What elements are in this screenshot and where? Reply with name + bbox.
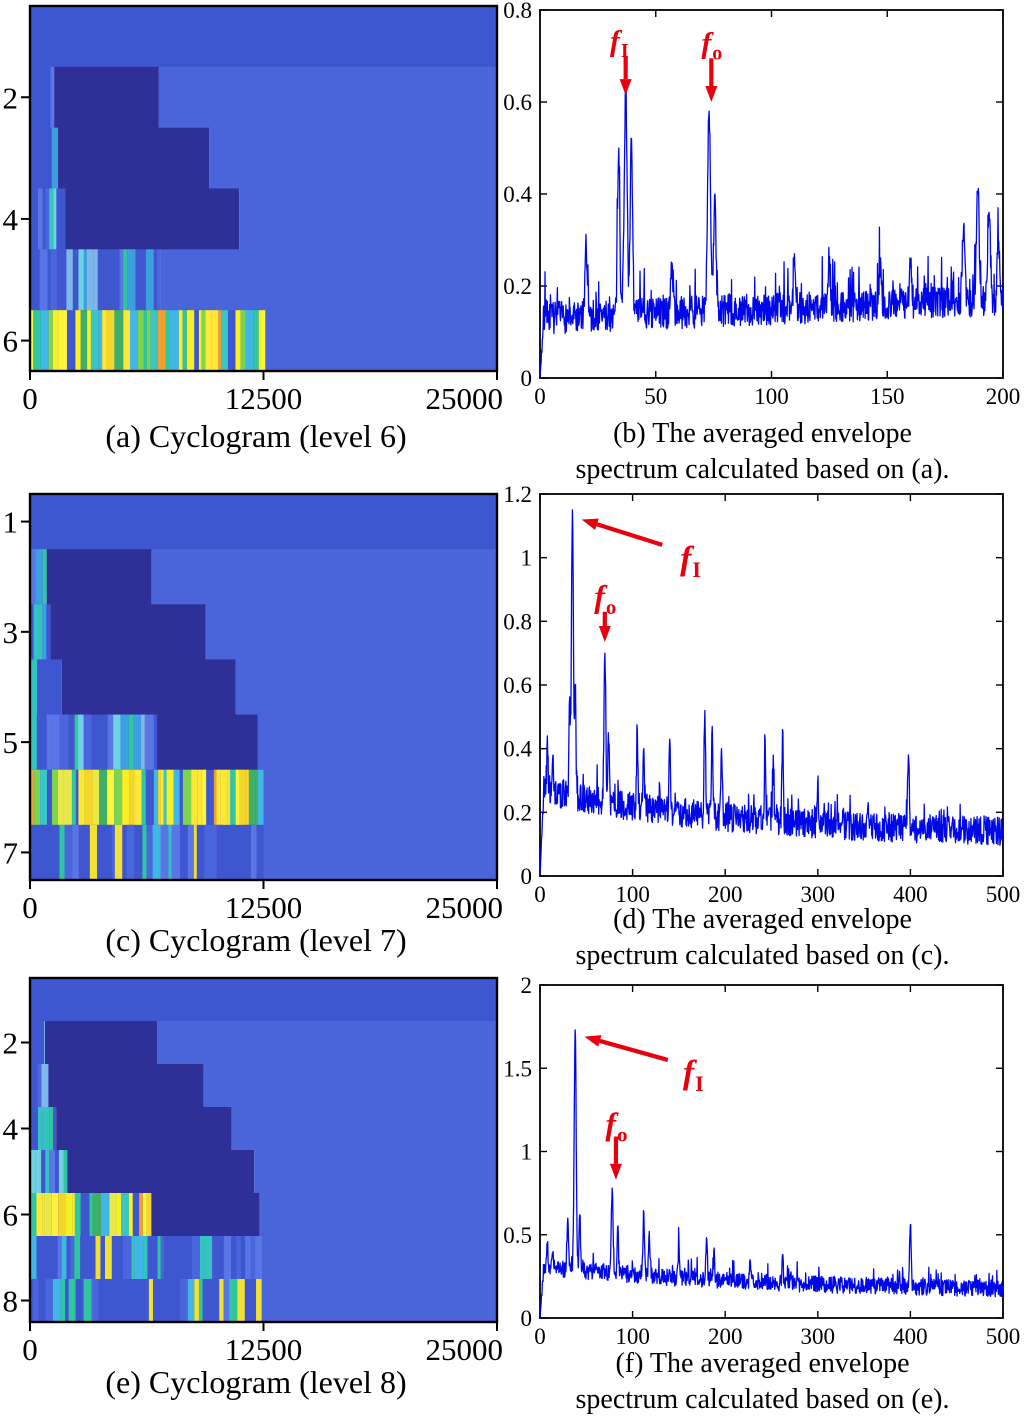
- panel-spectrum-f: (f) The averaged envelope spectrum calcu…: [500, 972, 1025, 1424]
- spectrum-d-canvas: [500, 486, 1025, 910]
- caption-d-line2: spectrum calculated based on (c).: [575, 940, 950, 971]
- caption-f-line1: (f) The averaged envelope: [615, 1348, 910, 1379]
- caption-a: (a) Cyclogram (level 6): [105, 418, 407, 454]
- caption-e: (e) Cyclogram (level 8): [105, 1364, 407, 1400]
- caption-b-line1: (b) The averaged envelope: [613, 418, 912, 449]
- panel-cyclogram-level8: (e) Cyclogram (level 8): [0, 972, 512, 1424]
- spectrum-b-canvas: [500, 0, 1025, 414]
- caption-f: (f) The averaged envelope spectrum calcu…: [500, 1346, 1025, 1418]
- caption-c: (c) Cyclogram (level 7): [105, 922, 407, 958]
- cyclogram-level8-canvas: [0, 972, 512, 1364]
- panel-spectrum-d: (d) The averaged envelope spectrum calcu…: [500, 486, 1025, 972]
- panel-spectrum-b: (b) The averaged envelope spectrum calcu…: [500, 0, 1025, 486]
- cyclogram-level7-canvas: [0, 486, 512, 924]
- panel-cyclogram-level7: (c) Cyclogram (level 7): [0, 486, 512, 972]
- caption-d-line1: (d) The averaged envelope: [613, 904, 912, 935]
- panel-cyclogram-level6: (a) Cyclogram (level 6): [0, 0, 512, 486]
- caption-b-line2: spectrum calculated based on (a).: [575, 454, 950, 485]
- cyclogram-level6-canvas: [0, 0, 512, 414]
- caption-b: (b) The averaged envelope spectrum calcu…: [500, 416, 1025, 488]
- caption-f-line2: spectrum calculated based on (e).: [575, 1384, 950, 1415]
- caption-d: (d) The averaged envelope spectrum calcu…: [500, 902, 1025, 974]
- spectrum-f-canvas: [500, 972, 1025, 1350]
